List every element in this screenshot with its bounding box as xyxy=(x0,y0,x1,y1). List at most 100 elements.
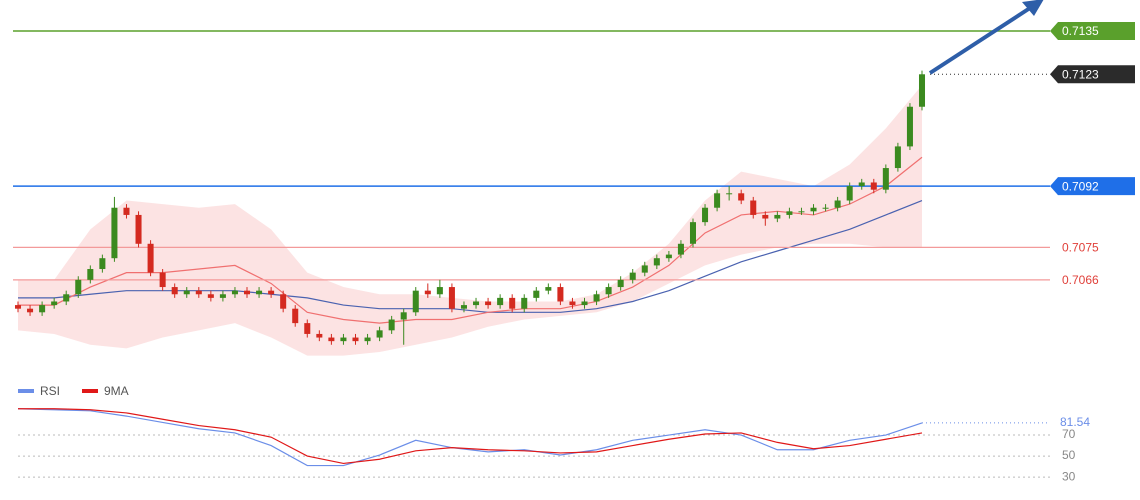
candle-body xyxy=(460,305,467,309)
candle-body xyxy=(412,290,419,313)
candle-body xyxy=(641,265,648,273)
price-badge xyxy=(1050,65,1135,84)
candle-body xyxy=(882,168,889,190)
candle-body xyxy=(689,222,696,244)
candle-body xyxy=(581,301,588,306)
candle-body xyxy=(219,294,226,298)
price-level-label: 0.7075 xyxy=(1062,241,1099,255)
candle-body xyxy=(545,287,552,291)
price-badge xyxy=(1050,22,1135,41)
candle-body xyxy=(183,290,190,295)
bollinger-band xyxy=(18,85,922,356)
candle-body xyxy=(762,214,769,219)
candle-body xyxy=(906,106,913,147)
candle-body xyxy=(509,297,516,309)
candle-body xyxy=(677,243,684,255)
price-level-label: 0.7135 xyxy=(1062,24,1099,38)
candle-body xyxy=(894,146,901,169)
candle-body xyxy=(557,287,564,302)
candle-body xyxy=(87,269,94,280)
candle-body xyxy=(135,214,142,244)
last-value-label: 81.54 xyxy=(1060,415,1090,429)
candle-body xyxy=(846,186,853,201)
candle-body xyxy=(376,330,383,338)
candle-body xyxy=(617,279,624,288)
candle-body xyxy=(364,337,371,342)
y-tick-label: 30 xyxy=(1062,469,1076,483)
y-tick-label: 70 xyxy=(1062,427,1076,441)
candle-body xyxy=(810,207,817,212)
candle-body xyxy=(14,305,22,309)
candle-body xyxy=(738,193,745,201)
candle-body xyxy=(99,258,106,270)
candle-body xyxy=(316,333,323,338)
legend-label: 9MA xyxy=(104,384,129,398)
candle-body xyxy=(171,287,178,295)
candle-body xyxy=(159,272,166,288)
indicator-line xyxy=(18,408,923,465)
candle-body xyxy=(75,279,82,295)
plot-layer: 0.7135 0.7123 0.7092 0.7075 0.7066 70 50 30 RSI 9… xyxy=(13,22,1135,483)
candle-body xyxy=(436,287,443,295)
candle-body xyxy=(448,287,455,309)
candle-body xyxy=(231,290,238,295)
candle-body xyxy=(798,211,805,213)
candle-body xyxy=(858,182,865,187)
candle-body xyxy=(280,294,287,309)
legend-swatch xyxy=(82,389,98,393)
candle-body xyxy=(473,301,480,306)
candle-body xyxy=(521,297,528,309)
candle-body xyxy=(51,301,58,306)
candle-body xyxy=(485,301,492,306)
candle-body xyxy=(569,301,576,306)
candle-body xyxy=(400,312,407,320)
candle-body xyxy=(822,207,829,209)
price-level-label: 0.7123 xyxy=(1062,67,1099,81)
candle-body xyxy=(786,211,793,215)
moving-average xyxy=(18,199,923,313)
candle-body xyxy=(63,294,70,302)
candle-body xyxy=(424,290,431,295)
candle-body xyxy=(834,200,841,208)
candle-body xyxy=(292,308,299,324)
price-level-label: 0.7092 xyxy=(1062,179,1099,193)
candle-body xyxy=(593,294,600,302)
candle-body xyxy=(629,272,636,280)
candle-body xyxy=(702,207,709,223)
legend-label: RSI xyxy=(40,384,60,398)
candle-body xyxy=(388,319,395,331)
candle-body xyxy=(268,290,275,295)
candle-body xyxy=(328,337,335,342)
candle-body xyxy=(111,207,118,259)
trend-arrow-head xyxy=(1022,0,1044,16)
candle-body xyxy=(714,193,721,208)
candle-body xyxy=(497,297,504,306)
candle-body xyxy=(533,290,540,298)
candle-body xyxy=(195,290,202,295)
candle-body xyxy=(352,337,359,342)
candle-body xyxy=(653,258,660,266)
candle-body xyxy=(605,287,612,295)
candle-body xyxy=(123,207,130,215)
candle-body xyxy=(207,294,214,298)
candle-body xyxy=(918,74,926,107)
candle-body xyxy=(870,182,877,190)
candle-body xyxy=(256,290,263,295)
candle-body xyxy=(340,337,347,342)
legend-swatch xyxy=(18,389,34,393)
candle-body xyxy=(244,290,251,295)
candle-body xyxy=(27,308,34,313)
candle-body xyxy=(39,305,46,313)
trend-arrow xyxy=(928,6,1032,75)
moving-average xyxy=(18,156,923,324)
price-level-label: 0.7066 xyxy=(1062,273,1099,287)
candle-body xyxy=(304,323,311,334)
candle-body xyxy=(147,243,154,273)
candle-body xyxy=(665,254,672,259)
candle-body xyxy=(726,193,733,195)
candle-body xyxy=(774,214,781,219)
price-badge xyxy=(1050,177,1135,196)
y-tick-label: 50 xyxy=(1062,448,1076,462)
candle-body xyxy=(750,200,757,215)
